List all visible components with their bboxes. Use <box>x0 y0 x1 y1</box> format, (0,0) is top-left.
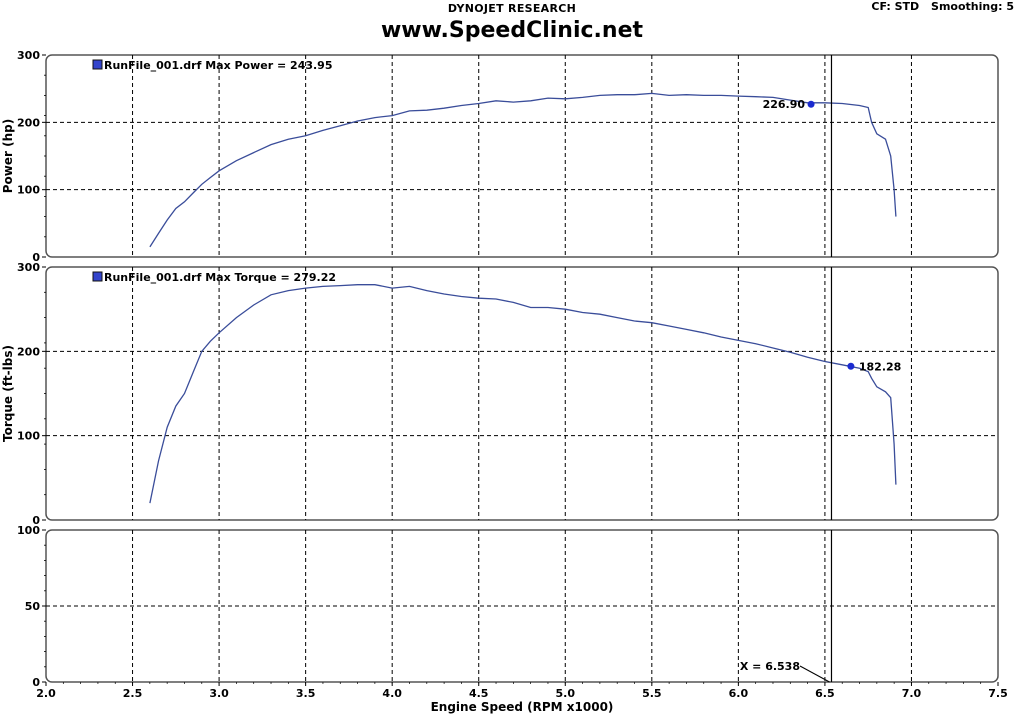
power-legend-swatch <box>92 59 103 70</box>
power-ytick-label: 300 <box>17 49 40 62</box>
torque-ytick-label: 300 <box>17 261 40 274</box>
torque-series-line <box>149 284 897 504</box>
cursor-pointer-line <box>799 665 830 683</box>
power-marker-label: 226.90 <box>763 98 806 111</box>
torque-ytick-label: 100 <box>17 430 40 443</box>
dynojet-title: DYNOJET RESEARCH <box>447 2 577 15</box>
x-tick-label: 5.5 <box>642 687 662 700</box>
website-title: www.SpeedClinic.net <box>380 18 644 43</box>
power-marker-dot <box>807 100 815 108</box>
x-tick-label: 7.0 <box>902 687 922 700</box>
x-tick-label: 4.5 <box>469 687 489 700</box>
third-ytick-label: 0 <box>32 676 40 689</box>
third-ytick-label: 50 <box>25 600 41 613</box>
x-tick-label: 3.5 <box>296 687 316 700</box>
power-ytick-label: 0 <box>32 251 40 264</box>
cursor-readout: X = 6.538 <box>740 660 800 673</box>
x-tick-label: 6.5 <box>815 687 835 700</box>
x-tick-label: 2.5 <box>123 687 143 700</box>
power-legend-label: RunFile_001.drf Max Power = 243.95 <box>104 59 333 72</box>
power-ylabel: Power (hp) <box>1 119 15 193</box>
x-tick-label: 3.0 <box>209 687 229 700</box>
power-panel-frame <box>45 54 999 258</box>
torque-legend-swatch <box>92 271 103 282</box>
power-ytick-label: 100 <box>17 184 40 197</box>
torque-marker-dot <box>847 362 855 370</box>
smoothing-label: Smoothing: 5 <box>931 0 1014 13</box>
third-ytick-label: 100 <box>17 524 40 537</box>
power-ytick-label: 200 <box>17 116 40 129</box>
torque-ytick-label: 200 <box>17 345 40 358</box>
x-tick-label: 6.0 <box>729 687 749 700</box>
torque-marker-label: 182.28 <box>859 360 901 373</box>
power-series-line <box>149 92 897 248</box>
x-axis-label: Engine Speed (RPM x1000) <box>431 700 614 714</box>
x-tick-label: 5.0 <box>556 687 576 700</box>
x-tick-label: 2.0 <box>36 687 56 700</box>
x-tick-label: 7.5 <box>988 687 1008 700</box>
cf-label: CF: STD <box>871 0 920 13</box>
torque-legend-label: RunFile_001.drf Max Torque = 279.22 <box>104 271 336 284</box>
x-tick-label: 4.0 <box>382 687 402 700</box>
correction-info: CF: STD Smoothing: 5 <box>863 0 1014 13</box>
torque-ytick-label: 0 <box>32 514 40 527</box>
torque-ylabel: Torque (ft-lbs) <box>1 345 15 442</box>
